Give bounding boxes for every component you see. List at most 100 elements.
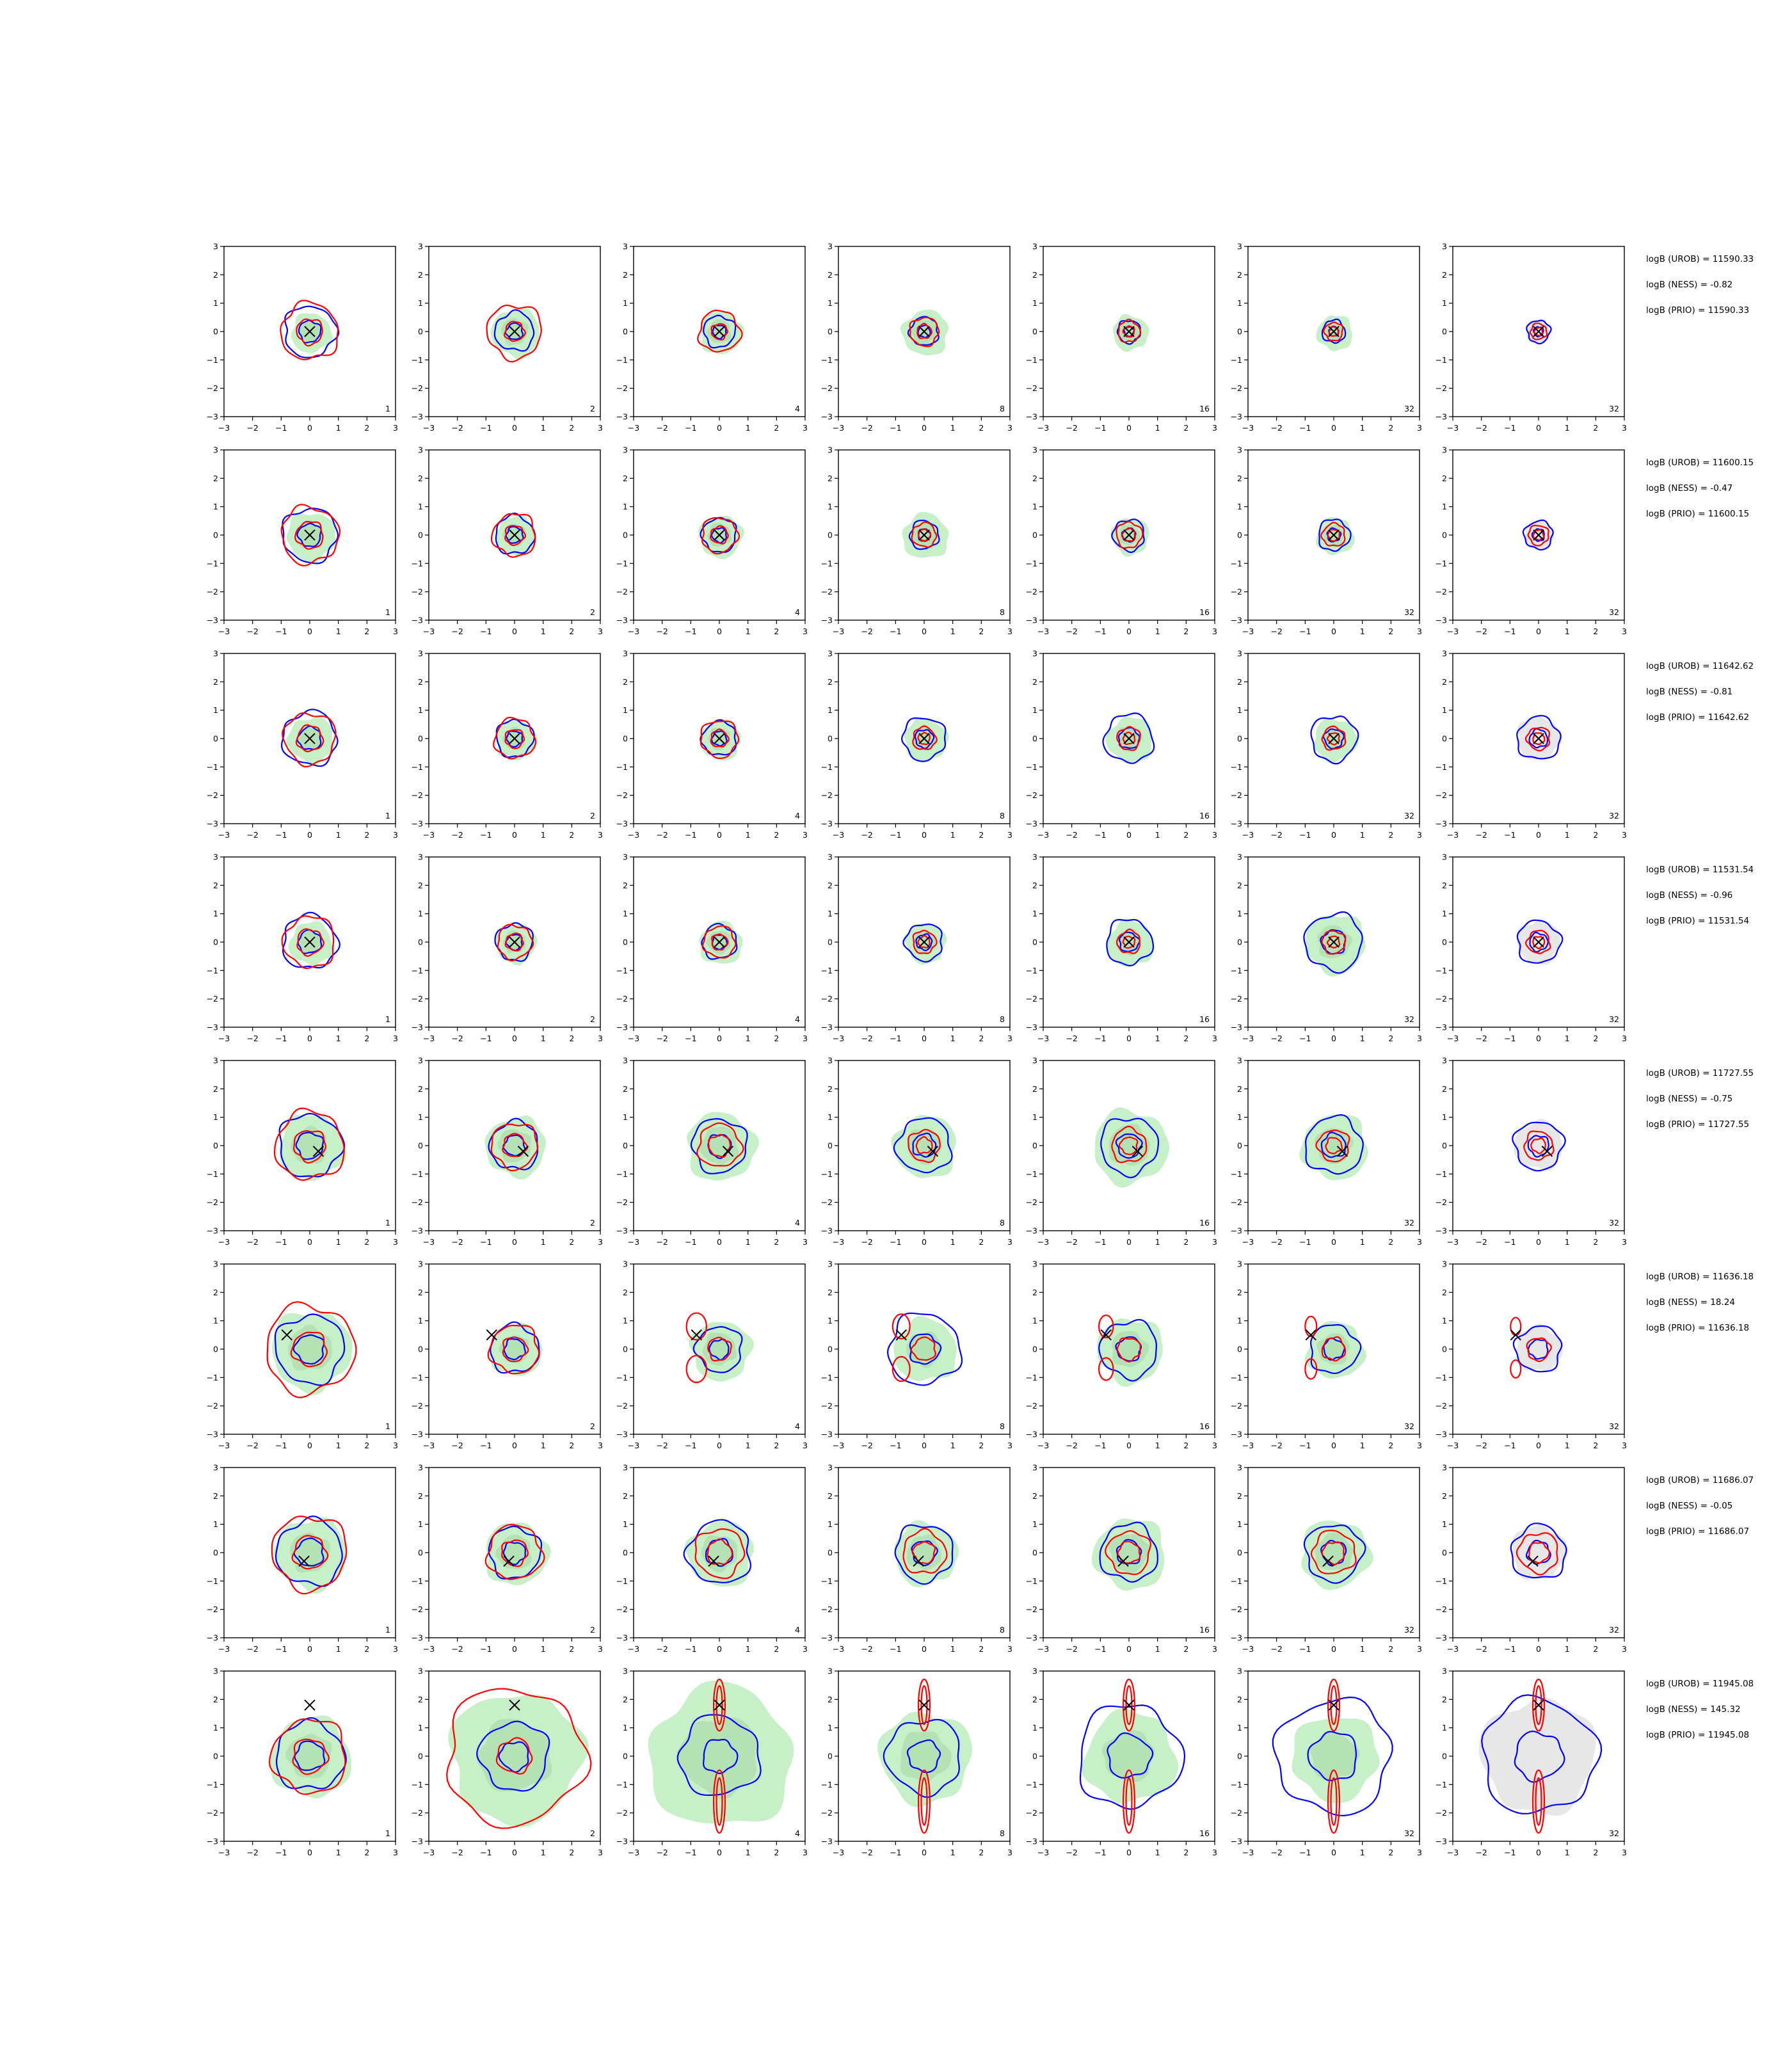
x-tick-label: −2 (1475, 830, 1487, 840)
row-2-annotation-2: logB (NESS) = -0.47 (1646, 483, 1732, 493)
y-tick-label: 0 (1237, 1548, 1242, 1558)
x-tick-label: −2 (656, 1441, 668, 1450)
red-contour-lobe-inner-2 (1125, 1777, 1133, 1826)
panel-contents (698, 515, 744, 559)
y-tick-label: −3 (1026, 1633, 1037, 1643)
y-tick-label: 3 (1237, 1667, 1242, 1676)
red-contour-inner (911, 1540, 936, 1565)
x-tick-label: 0 (512, 1034, 517, 1043)
red-contour-outer (1116, 929, 1140, 954)
y-tick-label: 3 (1237, 445, 1242, 455)
x-tick-label: 0 (1331, 1237, 1336, 1247)
y-tick-label: −1 (821, 559, 833, 568)
true-value-marker (1328, 733, 1340, 744)
true-value-marker (691, 1329, 702, 1341)
blue-contour-outer (1516, 715, 1562, 760)
x-tick-label: 1 (1360, 1034, 1365, 1043)
y-tick-label: 3 (1237, 649, 1242, 659)
y-tick-label: −3 (616, 1633, 628, 1643)
panel-column-label: 4 (795, 1014, 800, 1024)
y-tick-label: −2 (1026, 994, 1037, 1004)
true-value-marker (895, 1329, 907, 1341)
x-tick-label: 3 (1007, 1644, 1012, 1654)
x-tick-label: −1 (685, 1644, 696, 1654)
panel-column-label: 1 (385, 811, 390, 820)
panel-r8-c7: −3 −2 −1 0 1 2 3 −3 −2 −1 0 1 2 3 32 (1436, 1667, 1627, 1858)
panel-column-label: 32 (1404, 1218, 1414, 1228)
y-tick-label: −2 (1436, 1604, 1447, 1614)
red-contour-lobe-1 (712, 1678, 726, 1732)
x-tick-label: 2 (1388, 830, 1393, 840)
panel-column-label: 8 (1000, 1218, 1005, 1228)
red-contour-outer (1524, 929, 1551, 954)
y-tick-label: −2 (1026, 1808, 1037, 1818)
panel-contents (1516, 715, 1562, 760)
panel-contents (494, 922, 538, 966)
blue-contour-inner (1307, 1731, 1357, 1782)
true-value-marker (304, 326, 316, 337)
blue-contour-inner (1528, 728, 1549, 749)
panel-contents (1310, 715, 1359, 765)
y-tick-label: −2 (616, 587, 628, 596)
y-tick-label: −3 (1436, 1430, 1447, 1439)
blue-contour-outer (900, 717, 947, 762)
panel-r8-c1: −3 −2 −1 0 1 2 3 −3 −2 −1 0 1 2 3 1 (207, 1667, 398, 1858)
panel-r2-c6: −3 −2 −1 0 1 2 3 −3 −2 −1 0 1 2 3 32 (1231, 445, 1422, 637)
x-tick-label: −3 (1447, 830, 1459, 840)
y-tick-label: 2 (213, 1491, 218, 1501)
x-tick-label: 1 (950, 1848, 956, 1857)
panel-r1-c4: −3 −2 −1 0 1 2 3 −3 −2 −1 0 1 2 3 8 (821, 242, 1012, 433)
row-3-annotation-3: logB (PRIO) = 11642.62 (1646, 712, 1749, 723)
x-tick-label: −3 (1037, 423, 1049, 433)
x-tick-label: −1 (480, 423, 492, 433)
blue-contour-outer (1304, 1114, 1364, 1175)
row-2-annotation-1: logB (UROB) = 11600.15 (1646, 458, 1754, 468)
red-contour-inner (917, 732, 931, 746)
y-tick-label: −2 (412, 1808, 423, 1818)
x-tick-label: 2 (569, 1644, 574, 1654)
x-tick-label: −1 (890, 1441, 901, 1450)
y-tick-label: 1 (1237, 298, 1242, 308)
y-tick-label: −2 (207, 1197, 218, 1207)
blue-contour-outer (275, 1717, 347, 1789)
true-value-marker (1123, 1699, 1135, 1711)
panel-contents (1110, 518, 1149, 557)
y-tick-label: −3 (1231, 819, 1242, 829)
y-tick-label: 2 (1237, 1288, 1242, 1297)
panel-column-label: 4 (795, 811, 800, 820)
true-value-marker (298, 1555, 310, 1567)
true-value-marker (913, 1555, 924, 1567)
x-tick-label: −2 (1066, 1848, 1077, 1857)
y-tick-label: −3 (1231, 1226, 1242, 1236)
y-tick-label: −1 (1436, 1169, 1447, 1179)
y-tick-label: 3 (623, 1260, 628, 1269)
y-tick-label: 0 (1237, 531, 1242, 540)
y-tick-label: −2 (207, 1808, 218, 1818)
y-tick-label: −2 (616, 1197, 628, 1207)
y-tick-label: 3 (623, 649, 628, 659)
red-contour-lobe-1 (1327, 1678, 1341, 1732)
panel-row-8: −3 −2 −1 0 1 2 3 −3 −2 −1 0 1 2 3 1 −3 −2 −1 0 1 2 3 −3 −2 −1 0 1 2… (207, 1667, 1627, 1858)
x-tick-label: −3 (423, 1441, 435, 1450)
x-tick-label: −1 (685, 1441, 696, 1450)
true-value-marker (714, 529, 725, 541)
x-tick-label: −1 (275, 1441, 287, 1450)
x-tick-label: −3 (1037, 1848, 1049, 1857)
red-contour-outer (1527, 525, 1549, 547)
panel-row-2: −3 −2 −1 0 1 2 3 −3 −2 −1 0 1 2 3 1 −3 −2 −1 0 1 2 3 −3 −2 −1 0 1 2… (207, 445, 1627, 637)
y-tick-label: 2 (1237, 677, 1242, 687)
y-tick-label: 1 (828, 1723, 833, 1732)
y-tick-label: 1 (623, 502, 628, 511)
panel-contents (891, 1115, 956, 1178)
panel-r8-c2: −3 −2 −1 0 1 2 3 −3 −2 −1 0 1 2 3 2 (412, 1667, 603, 1858)
y-tick-label: −2 (1026, 1197, 1037, 1207)
x-tick-label: 1 (1360, 627, 1365, 636)
panel-column-label: 32 (1404, 1014, 1414, 1024)
x-tick-label: −2 (1475, 1644, 1487, 1654)
x-tick-label: 3 (598, 1034, 603, 1043)
x-tick-label: 3 (1622, 423, 1627, 433)
x-tick-label: −2 (1066, 1034, 1077, 1043)
y-tick-label: −1 (412, 355, 423, 365)
